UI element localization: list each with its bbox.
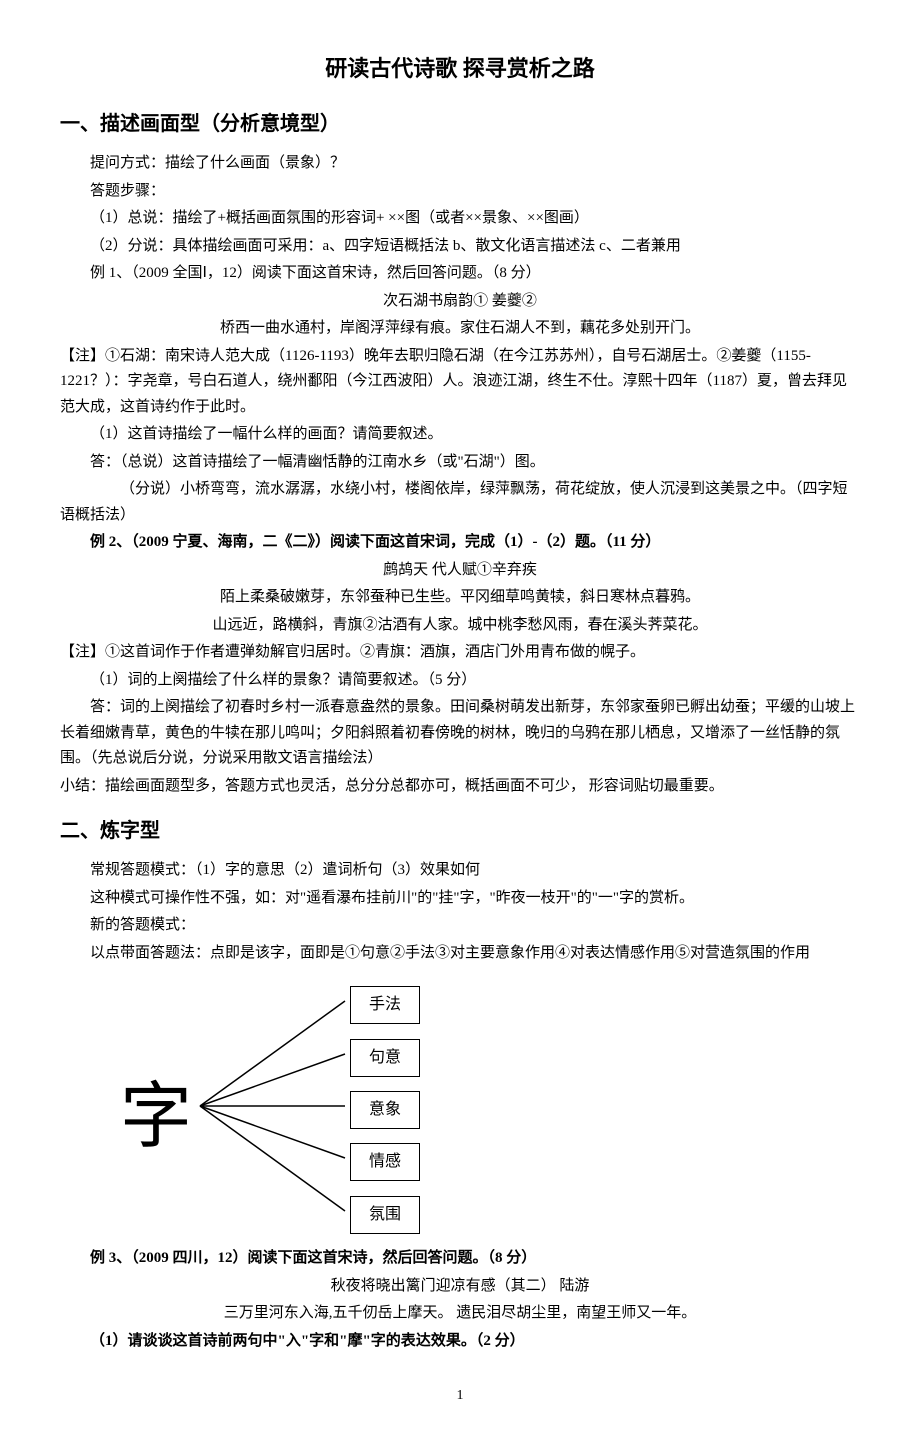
example1-answer1: 答：（总说）这首诗描绘了一幅清幽恬静的江南水乡（或"石湖"）图。: [60, 450, 860, 476]
document-title: 研读古代诗歌 探寻赏析之路: [60, 50, 860, 87]
page-number: 1: [60, 1384, 860, 1408]
example1-question: （1）这首诗描绘了一幅什么样的画面？请简要叙述。: [60, 422, 860, 448]
example2-intro: 例 2、（2009 宁夏、海南，二《二》）阅读下面这首宋词，完成（1）-（2）题…: [60, 530, 860, 556]
example3-question: （1）请谈谈这首诗前两句中"入"字和"摩"字的表达效果。（2 分）: [60, 1329, 860, 1355]
diagram-box-2: 意象: [350, 1091, 420, 1128]
example2-poem-line2: 山远近，路横斜，青旗②沽酒有人家。城中桃李愁风雨，春在溪头荠菜花。: [60, 613, 860, 639]
example1-intro: 例 1、（2009 全国Ⅰ，12）阅读下面这首宋诗，然后回答问题。（8 分）: [60, 261, 860, 287]
step-2: （2）分说：具体描绘画面可采用：a、四字短语概括法 b、散文化语言描述法 c、二…: [60, 234, 860, 260]
diagram-box-0: 手法: [350, 986, 420, 1023]
mode2: 以点带面答题法：点即是该字，面即是①句意②手法③对主要意象作用④对表达情感作用⑤…: [60, 941, 860, 967]
example2-poem-line1: 陌上柔桑破嫩芽，东邻蚕种已生些。平冈细草鸣黄犊，斜日寒林点暮鸦。: [60, 585, 860, 611]
example2-note: 【注】①这首词作于作者遭弹劾解官归居时。②青旗：酒旗，酒店门外用青布做的幌子。: [60, 640, 860, 666]
example1-answer2: （分说）小桥弯弯，流水潺潺，水绕小村，楼阁依岸，绿萍飘荡，荷花绽放，使人沉浸到这…: [60, 477, 860, 528]
diagram-char: 字: [120, 1056, 192, 1178]
example1-note: 【注】①石湖：南宋诗人范大成（1126-1193）晚年去职归隐石湖（在今江苏苏州…: [60, 344, 860, 421]
example2-poem-title: 鹧鸪天 代人赋①辛弃疾: [60, 558, 860, 584]
diagram-box-3: 情感: [350, 1143, 420, 1180]
example1-poem-line: 桥西一曲水通村，岸阁浮萍绿有痕。家住石湖人不到，藕花多处别开门。: [60, 316, 860, 342]
steps-label: 答题步骤：: [60, 179, 860, 205]
section2-heading: 二、炼字型: [60, 814, 860, 848]
example2-answer: 答：词的上阕描绘了初春时乡村一派春意盎然的景象。田间桑树萌发出新芽，东邻家蚕卵已…: [60, 695, 860, 772]
diagram-box-1: 句意: [350, 1039, 420, 1076]
example2-question: （1）词的上阕描绘了什么样的景象？请简要叙述。（5 分）: [60, 668, 860, 694]
mode1-note: 这种模式可操作性不强，如：对"遥看瀑布挂前川"的"挂"字，"昨夜一枝开"的"一"…: [60, 886, 860, 912]
mode1: 常规答题模式：（1）字的意思（2）遣词析句（3）效果如何: [60, 858, 860, 884]
section1-heading: 一、描述画面型（分析意境型）: [60, 107, 860, 141]
question-method: 提问方式：描绘了什么画面（景象）？: [60, 151, 860, 177]
example3-poem-line: 三万里河东入海,五千仞岳上摩天。 遗民泪尽胡尘里，南望王师又一年。: [60, 1301, 860, 1327]
section1-summary: 小结：描绘画面题型多，答题方式也灵活，总分分总都亦可，概括画面不可少， 形容词贴…: [60, 774, 860, 800]
diagram: 字 手法 句意 意象 情感 氛围: [120, 976, 520, 1236]
mode2-label: 新的答题模式：: [60, 913, 860, 939]
example3-poem-title: 秋夜将晓出篱门迎凉有感（其二） 陆游: [60, 1274, 860, 1300]
diagram-box-4: 氛围: [350, 1196, 420, 1233]
example3-intro: 例 3、（2009 四川，12）阅读下面这首宋诗，然后回答问题。（8 分）: [60, 1246, 860, 1272]
example1-poem-title: 次石湖书扇韵① 姜夔②: [60, 289, 860, 315]
step-1: （1）总说：描绘了+概括画面氛围的形容词+ ××图（或者××景象、××图画）: [60, 206, 860, 232]
